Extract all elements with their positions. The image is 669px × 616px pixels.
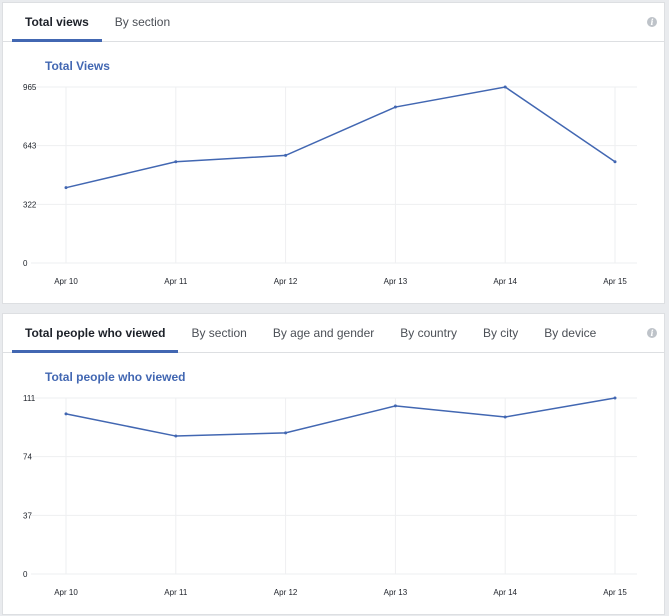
tab-total-views[interactable]: Total views	[12, 3, 102, 42]
total-people-panel: Total people who viewed By section By age …	[2, 313, 665, 615]
x-tick-label: Apr 11	[164, 277, 188, 286]
total-people-chart: 0 37 74 111 Apr 10 Apr 11 Apr 12 Apr 13 Apr 14 Ap…	[23, 394, 637, 597]
tab-by-city[interactable]: By city	[482, 326, 519, 340]
data-point[interactable]	[393, 105, 397, 109]
tab-by-section[interactable]: By section	[114, 15, 171, 29]
series-line	[65, 397, 616, 437]
x-tick-label: Apr 13	[384, 277, 408, 286]
tab-list: Total people who viewed By section By age …	[3, 314, 664, 353]
x-tick-label: Apr 13	[384, 588, 408, 597]
y-tick-label: 965	[23, 83, 37, 92]
data-point[interactable]	[64, 186, 68, 190]
x-tick-label: Apr 12	[274, 277, 298, 286]
y-tick-label: 322	[23, 200, 37, 209]
data-point[interactable]	[393, 404, 397, 408]
tab-by-section[interactable]: By section	[191, 326, 247, 340]
x-tick-label: Apr 14	[493, 588, 517, 597]
data-point[interactable]	[64, 412, 68, 416]
chart-title: Total people who viewed	[45, 370, 186, 384]
x-tick-label: Apr 11	[164, 588, 188, 597]
tab-by-device[interactable]: By device	[544, 326, 597, 340]
data-point[interactable]	[284, 431, 288, 435]
tab-by-country[interactable]: By country	[400, 326, 457, 340]
series-line	[65, 86, 616, 189]
y-tick-label: 74	[23, 453, 32, 462]
x-tick-label: Apr 14	[493, 277, 517, 286]
y-tick-label: 37	[23, 511, 32, 520]
y-tick-label: 643	[23, 142, 37, 151]
data-point[interactable]	[503, 415, 507, 419]
data-point[interactable]	[284, 153, 288, 157]
x-tick-label: Apr 10	[54, 277, 78, 286]
x-tick-label: Apr 15	[603, 588, 627, 597]
y-tick-label: 0	[23, 570, 28, 579]
y-tick-label: 111	[23, 394, 36, 403]
tab-bar: Total views By section i	[3, 3, 664, 42]
info-icon[interactable]: i	[647, 17, 657, 27]
total-views-chart: 0 322 643 965 Apr 10 Apr 11 Apr 12 Apr 13 Apr 14…	[23, 83, 637, 286]
data-point[interactable]	[503, 85, 507, 89]
info-icon[interactable]: i	[647, 328, 657, 338]
y-tick-label: 0	[23, 259, 28, 268]
tab-by-age-and-gender[interactable]: By age and gender	[272, 326, 375, 340]
tab-bar: Total people who viewed By section By age …	[3, 314, 664, 353]
data-point[interactable]	[613, 396, 617, 400]
x-tick-label: Apr 10	[54, 588, 78, 597]
x-tick-label: Apr 12	[274, 588, 298, 597]
total-views-panel: Total views By section i Total Views 0 322…	[2, 2, 665, 304]
data-point[interactable]	[174, 434, 178, 438]
data-point[interactable]	[174, 160, 178, 164]
tab-list: Total views By section	[3, 3, 664, 42]
data-point[interactable]	[613, 160, 617, 164]
chart-title: Total Views	[45, 59, 110, 73]
x-tick-label: Apr 15	[603, 277, 627, 286]
tab-total-people-who-viewed[interactable]: Total people who viewed	[12, 314, 179, 353]
